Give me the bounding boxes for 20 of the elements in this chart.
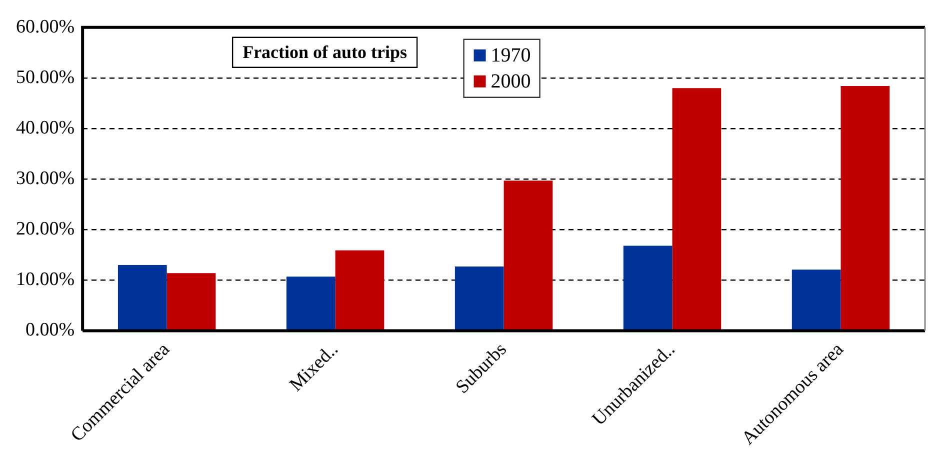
- bar: [504, 180, 553, 330]
- y-tick-label: 50.00%: [16, 66, 75, 88]
- legend-label: 2000: [490, 70, 531, 93]
- bar: [118, 265, 167, 330]
- y-tick-label: 0.00%: [26, 320, 75, 341]
- y-tick-label: 40.00%: [16, 117, 75, 138]
- bar: [840, 86, 890, 330]
- bar: [335, 250, 384, 330]
- bar: [792, 270, 841, 330]
- bar: [286, 276, 336, 330]
- bar: [454, 266, 504, 330]
- bar: [672, 88, 722, 330]
- text: Fraction of auto trips: [242, 42, 408, 62]
- y-tick-label: 10.00%: [16, 269, 75, 290]
- y-tick-label: 60.00%: [16, 16, 75, 38]
- y-tick-label: 30.00%: [16, 168, 75, 190]
- legend-label: 1970: [490, 44, 531, 67]
- bar: [623, 246, 672, 330]
- bar: [166, 273, 216, 330]
- y-tick-label: 20.00%: [16, 218, 75, 240]
